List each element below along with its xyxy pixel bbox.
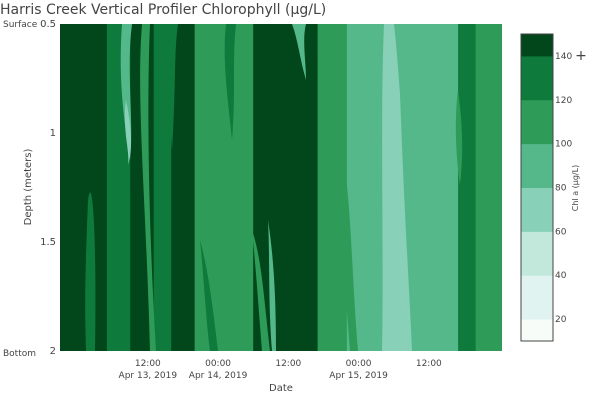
contour-detail-0 — [85, 192, 96, 351]
x-tick-label-4: 12:00 — [416, 359, 442, 369]
y-tick-label-3: 2 — [50, 346, 56, 357]
contour-band-9 — [417, 24, 459, 351]
contour-band-0 — [60, 24, 108, 351]
colorbar-tick-label-2: 60 — [555, 227, 567, 237]
x-axis: 12:00 Apr 13, 2019 00:00 Apr 14, 2019 12:00 0… — [119, 359, 443, 394]
x-tick-date-label-3: Apr 15, 2019 — [329, 371, 388, 381]
contour-detail-9 — [292, 24, 306, 80]
y-axis-top-note: Surface — [3, 20, 38, 30]
x-tick-date-label-0: Apr 13, 2019 — [119, 371, 178, 381]
colorbar-frame — [520, 33, 554, 342]
x-tick-label-3: 00:00 — [346, 359, 372, 369]
y-tick-label-1: 1 — [50, 128, 56, 139]
colorbar-band-0 — [521, 319, 553, 342]
contour-detail-shapes — [85, 24, 472, 351]
colorbar-tick-label-0: 20 — [555, 315, 567, 325]
contour-detail-3 — [140, 24, 156, 351]
y-axis-bottom-note: Bottom — [3, 349, 36, 359]
colorbar-band-6 — [521, 55, 553, 101]
x-tick-date-label-1: Apr 14, 2019 — [189, 371, 248, 381]
y-axis-label: Depth (meters) — [23, 149, 34, 226]
contour-detail-4 — [168, 24, 178, 150]
colorbar-tick-label-1: 40 — [555, 271, 567, 281]
contour-band-5 — [194, 24, 254, 351]
contour-band-7 — [317, 24, 348, 351]
x-tick-label-0: 12:00 — [135, 359, 161, 369]
y-tick-label-2: 1.5 — [40, 237, 56, 248]
colorbar-tick-label-4: 100 — [555, 140, 572, 150]
colorbar-band-4 — [521, 143, 553, 188]
colorbar-title: Chl a (µg/L) — [571, 165, 580, 211]
contour-band-3 — [153, 24, 172, 351]
colorbar-tick-label-5: 120 — [555, 96, 572, 106]
contour-band-4 — [171, 24, 196, 351]
contour-band-11 — [475, 24, 488, 351]
contour-detail-5 — [200, 240, 218, 351]
contour-detail-7 — [252, 230, 270, 351]
x-tick-label-1: 00:00 — [205, 359, 231, 369]
contour-detail-8 — [268, 220, 276, 351]
y-tick-label-0: 0.5 — [40, 19, 56, 30]
colorbar-band-3 — [521, 187, 553, 232]
colorbar-band-7 — [521, 34, 553, 57]
colorbar-tick-label-3: 80 — [555, 184, 567, 194]
chart-title: Harris Creek Vertical Profiler Chlorophy… — [0, 2, 326, 18]
contour-band-12 — [487, 24, 502, 351]
y-axis: Surface Bottom 0.5 1 1.5 2 Depth (meters) — [3, 19, 56, 359]
contour-detail-12 — [394, 24, 407, 180]
colorbar-band-1 — [521, 275, 553, 320]
colorbar-tick-label-6: 140 — [555, 52, 572, 62]
colorbar-band-5 — [521, 99, 553, 145]
colorbar-plus-icon[interactable]: + — [575, 48, 587, 64]
contour-detail-2 — [124, 100, 132, 165]
colorbar-band-2 — [521, 231, 553, 276]
colorbar: 20 40 60 80 100 120 140 Chl a (µg/L) + — [520, 33, 587, 342]
contour-detail-10 — [342, 160, 358, 351]
x-axis-label: Date — [269, 383, 293, 394]
x-tick-label-2: 12:00 — [275, 359, 301, 369]
contour-bands — [60, 24, 502, 351]
contour-detail-13 — [455, 90, 463, 185]
contour-detail-14 — [466, 24, 472, 351]
contour-plot-area — [60, 24, 502, 351]
contour-detail-6 — [224, 24, 236, 140]
contour-detail-11 — [382, 24, 412, 351]
